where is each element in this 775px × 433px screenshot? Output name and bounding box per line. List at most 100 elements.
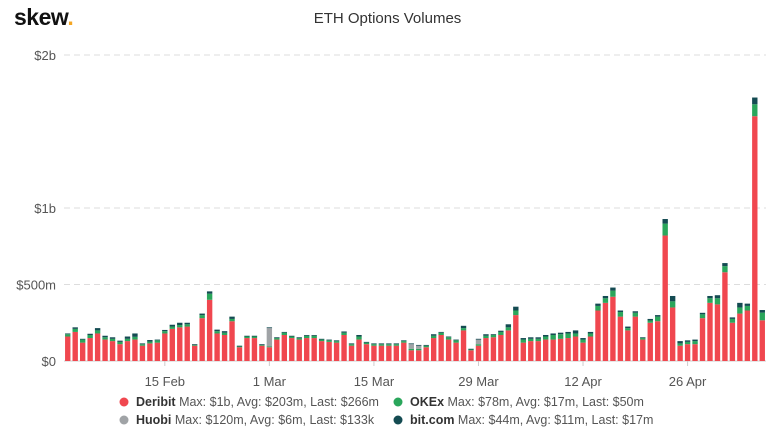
legend-marker	[119, 415, 129, 425]
bar-segment-deribit	[550, 339, 556, 361]
bar-segment-bit-com	[752, 97, 758, 105]
bar-segment-okex	[595, 305, 601, 311]
y-tick-label: $500m	[16, 278, 56, 293]
bar-segment-okex	[572, 333, 579, 337]
bar-segment-deribit	[602, 302, 609, 361]
bar-segment-bit-com	[490, 334, 497, 335]
chart-title: ETH Options Volumes	[313, 10, 462, 27]
bar-segment-deribit	[266, 347, 273, 361]
bar-segment-okex	[274, 338, 280, 340]
bar-segment-huobi	[266, 328, 273, 347]
bar-segment-okex	[341, 332, 347, 335]
bar-segment-deribit	[192, 345, 198, 361]
bar-segment-deribit	[236, 347, 243, 361]
bar-segment-deribit	[595, 310, 601, 361]
bar-segment-bit-com	[744, 303, 751, 306]
bar-segment-deribit	[490, 337, 497, 361]
bar-segment-deribit	[737, 313, 743, 361]
bar-segment-bit-com	[393, 343, 400, 345]
bar-segment-okex	[117, 341, 123, 345]
bar-segment-deribit	[251, 338, 258, 361]
bar-segment-bit-com	[617, 310, 624, 313]
bar-segment-okex	[79, 339, 86, 343]
bar-segment-deribit	[647, 322, 653, 361]
bar-segment-bit-com	[684, 340, 691, 342]
bar-segment-deribit	[124, 341, 131, 361]
bar-segment-deribit	[65, 336, 71, 361]
bar-segment-okex	[251, 336, 258, 339]
bar-segment-okex	[722, 266, 728, 273]
bar-segment-deribit	[513, 315, 519, 361]
bar-segment-okex	[408, 348, 414, 351]
bar-segment-deribit	[557, 338, 564, 361]
bar-segment-deribit	[229, 321, 235, 361]
bar-segment-okex	[184, 324, 190, 327]
bar-segment-bit-com	[430, 334, 437, 336]
bar-segment-deribit	[453, 342, 459, 361]
bar-segment-okex	[244, 336, 250, 339]
bar-segment-deribit	[445, 339, 452, 361]
bar-segment-bit-com	[147, 340, 153, 342]
bar-segment-deribit	[401, 342, 407, 361]
bar-segment-okex	[662, 223, 668, 236]
bar-segment-bit-com	[109, 337, 116, 339]
bar-segment-deribit	[244, 338, 250, 361]
bar-segment-deribit	[468, 350, 474, 361]
bar-segment-bit-com	[117, 340, 123, 342]
bar-segment-bit-com	[565, 331, 571, 334]
legend-series-summary: Max: $78m, Avg: $17m, Last: $50m	[444, 395, 644, 409]
bar-segment-okex	[326, 340, 332, 342]
bar-segment-deribit	[669, 307, 676, 361]
bar-segment-bit-com	[610, 287, 616, 291]
bar-segment-okex	[729, 318, 736, 323]
bar-segment-deribit	[632, 316, 638, 361]
bar-segment-okex	[759, 312, 765, 321]
bar-segment-okex	[363, 342, 370, 345]
bar-segment-okex	[87, 334, 93, 339]
bar-segment-bit-com	[139, 343, 146, 345]
bar-segment-okex	[65, 334, 71, 337]
bar-segment-bit-com	[669, 295, 676, 302]
bar-segment-bit-com	[169, 324, 175, 327]
bar-segment-okex	[460, 328, 467, 331]
bar-segment-bit-com	[640, 337, 646, 339]
bar-segment-deribit	[326, 341, 332, 362]
bar-segment-okex	[318, 339, 325, 342]
bar-segment-deribit	[423, 347, 429, 361]
bar-segment-deribit	[296, 339, 302, 361]
bar-segment-bit-com	[438, 331, 444, 333]
bar-segment-bit-com	[505, 324, 512, 328]
bar-segment-deribit	[640, 339, 646, 361]
bar-segment-bit-com	[162, 329, 168, 332]
bar-segment-huobi	[408, 344, 414, 349]
bar-segment-bit-com	[692, 339, 698, 342]
bar-segment-bit-com	[199, 313, 205, 316]
bar-segment-deribit	[438, 334, 444, 361]
legend-series-name: Huobi	[136, 413, 171, 427]
bar-segment-bit-com	[453, 339, 459, 341]
legend-entry: OKEx Max: $78m, Avg: $17m, Last: $50m	[410, 395, 644, 409]
bar-segment-deribit	[132, 339, 138, 361]
bar-segment-okex	[236, 346, 243, 348]
bar-segment-deribit	[304, 338, 310, 361]
legend-series-name: bit.com	[410, 413, 454, 427]
y-axis: $0 $500m $1b $2b	[16, 48, 56, 369]
legend-series-name: OKEx	[410, 395, 444, 409]
bar-segment-deribit	[707, 302, 713, 361]
bar-segment-deribit	[535, 341, 541, 361]
bar-segment-bit-com	[221, 331, 228, 333]
bar-segment-deribit	[610, 296, 616, 361]
bar-segment-okex	[669, 301, 676, 308]
bar-segment-okex	[356, 336, 362, 340]
bar-segment-okex	[640, 338, 646, 340]
bar-segment-bit-com	[236, 345, 243, 347]
bar-segment-bit-com	[266, 327, 273, 329]
bar-segment-deribit	[333, 342, 340, 361]
bar-segment-okex	[520, 339, 526, 343]
bar-segment-okex	[699, 314, 706, 319]
bar-segment-bit-com	[132, 333, 138, 337]
bar-segment-bit-com	[333, 340, 340, 342]
bar-segment-deribit	[430, 338, 437, 361]
bar-segment-okex	[281, 332, 287, 335]
bar-segment-deribit	[289, 338, 295, 361]
